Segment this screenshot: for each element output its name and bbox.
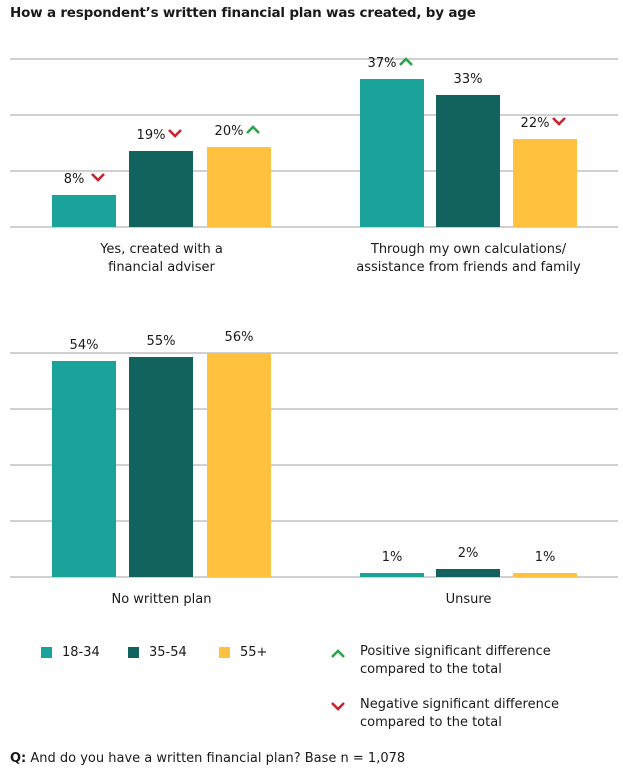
data-label: 54% bbox=[70, 338, 99, 353]
legend-swatch bbox=[219, 647, 230, 658]
chevron-up-icon bbox=[246, 125, 260, 134]
chevron-down-icon bbox=[168, 129, 182, 138]
chevron-down-icon bbox=[331, 702, 345, 711]
legend-18-34: 18-34 bbox=[41, 645, 100, 660]
legend-negative-label: Negative significant difference compared… bbox=[360, 697, 559, 730]
bar-18-34 bbox=[360, 573, 424, 577]
bar-18-34 bbox=[52, 361, 116, 577]
data-label: 19% bbox=[137, 128, 166, 143]
category-label: Through my own calculations/ bbox=[370, 242, 567, 257]
bar-35-54 bbox=[436, 95, 500, 227]
chart-title: How a respondent’s written financial pla… bbox=[10, 5, 476, 21]
chevron-down-icon bbox=[552, 117, 566, 126]
data-label: 2% bbox=[458, 546, 479, 561]
footnote-text: And do you have a written financial plan… bbox=[26, 751, 406, 766]
data-label: 8% bbox=[64, 172, 85, 187]
bar-35-54 bbox=[129, 357, 193, 577]
data-label: 1% bbox=[535, 550, 556, 565]
legend-label: 18-34 bbox=[62, 645, 100, 660]
footnote: Q: And do you have a written financial p… bbox=[10, 751, 405, 766]
data-label: 1% bbox=[382, 550, 403, 565]
footnote-q: Q: bbox=[10, 751, 27, 766]
chevron-down-icon bbox=[91, 173, 105, 182]
data-label: 22% bbox=[521, 116, 550, 131]
bar-18-34 bbox=[52, 195, 116, 227]
category-label: financial adviser bbox=[108, 260, 215, 275]
category-label: Unsure bbox=[446, 592, 492, 607]
category-label: No written plan bbox=[111, 592, 211, 607]
bar-55+ bbox=[207, 147, 271, 227]
data-label: 56% bbox=[225, 330, 254, 345]
chevron-up-icon bbox=[331, 649, 345, 658]
bar-35-54 bbox=[129, 151, 193, 227]
legend-negative: Negative significant difference compared… bbox=[330, 696, 610, 732]
category-label: Yes, created with a bbox=[99, 242, 223, 257]
legend-35-54: 35-54 bbox=[128, 645, 187, 660]
bar-55+ bbox=[207, 353, 271, 577]
chart: 8% 19% 20% Yes, created with a financial adv… bbox=[10, 56, 618, 607]
bar-55+ bbox=[513, 573, 577, 577]
legend-label: 55+ bbox=[240, 645, 268, 660]
legend-positive-label: Positive significant difference compared… bbox=[360, 644, 551, 677]
category-label: assistance from friends and family bbox=[356, 260, 581, 275]
data-label: 20% bbox=[215, 124, 244, 139]
bar-55+ bbox=[513, 139, 577, 227]
data-label: 37% bbox=[368, 56, 397, 71]
legend-55plus: 55+ bbox=[219, 645, 267, 660]
legend-label: 35-54 bbox=[149, 645, 187, 660]
legend-swatch bbox=[128, 647, 139, 658]
bar-35-54 bbox=[436, 569, 500, 577]
legend-swatch bbox=[41, 647, 52, 658]
legend-positive: Positive significant difference compared… bbox=[330, 643, 610, 679]
bar-18-34 bbox=[360, 79, 424, 227]
chevron-up-icon bbox=[399, 57, 413, 66]
data-label: 55% bbox=[147, 334, 176, 349]
data-label: 33% bbox=[454, 72, 483, 87]
